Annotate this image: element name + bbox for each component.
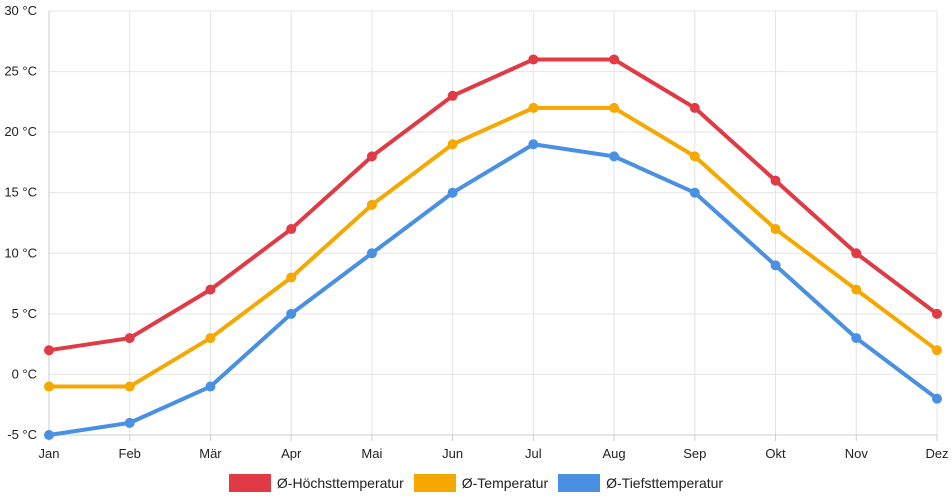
series-line [47, 142, 939, 437]
series-line [47, 57, 939, 353]
data-point[interactable] [609, 54, 620, 65]
data-point[interactable] [609, 102, 620, 113]
data-point[interactable] [528, 54, 539, 65]
x-tick-label: Aug [603, 446, 626, 461]
data-point[interactable] [286, 272, 297, 283]
x-tick-label: Feb [119, 446, 141, 461]
data-point[interactable] [932, 308, 942, 319]
y-tick-label: -5 °C [7, 427, 37, 442]
x-tick-label: Jul [525, 446, 542, 461]
x-tick-label: Apr [281, 446, 302, 461]
x-tick-label: Mär [199, 446, 222, 461]
data-point[interactable] [528, 102, 539, 113]
line-chart: -5 °C 0 °C 5 °C 10 °C 15 °C 20 °C 25 °C 30 °C J… [4, 3, 949, 461]
data-point[interactable] [366, 151, 377, 162]
y-tick-label: 0 °C [12, 366, 37, 381]
data-point[interactable] [286, 308, 297, 319]
series-3 [44, 139, 942, 440]
data-point[interactable] [689, 187, 700, 198]
data-point[interactable] [44, 345, 54, 356]
x-tick-label: Dez [925, 446, 948, 461]
x-axis: Jan Feb Mär Apr Mai Jun Jul Aug Sep Okt Nov Dez [39, 446, 949, 461]
data-point[interactable] [44, 381, 54, 392]
x-tick-label: Jan [39, 446, 60, 461]
y-tick-label: 10 °C [4, 245, 37, 260]
y-tick-label: 20 °C [4, 124, 37, 139]
x-tick-label: Jun [442, 446, 463, 461]
legend-swatch [558, 474, 601, 492]
data-point[interactable] [205, 284, 216, 295]
data-point[interactable] [124, 381, 135, 392]
data-point[interactable] [124, 417, 135, 428]
data-point[interactable] [447, 90, 458, 101]
y-tick-label: 15 °C [4, 185, 37, 200]
data-point[interactable] [689, 151, 700, 162]
data-point[interactable] [851, 333, 862, 344]
data-point[interactable] [770, 175, 781, 186]
legend-item-2[interactable]: Ø-Temperatur [413, 474, 549, 492]
grid [48, 10, 938, 441]
data-point[interactable] [689, 102, 700, 113]
x-tick-label: Sep [683, 446, 706, 461]
data-point[interactable] [851, 284, 862, 295]
y-tick-label: 30 °C [4, 3, 37, 18]
data-point[interactable] [932, 393, 942, 404]
x-tick-label: Mai [361, 446, 382, 461]
data-point[interactable] [770, 224, 781, 235]
data-point[interactable] [205, 333, 216, 344]
legend-item-3[interactable]: Ø-Tiefsttemperatur [558, 474, 723, 492]
y-axis: -5 °C 0 °C 5 °C 10 °C 15 °C 20 °C 25 °C 30 °C [4, 3, 37, 442]
data-point[interactable] [447, 187, 458, 198]
legend-item-1[interactable]: Ø-Höchsttemperatur [228, 474, 404, 492]
series-2 [44, 102, 942, 392]
legend: Ø-Höchsttemperatur Ø-Temperatur Ø-Tiefstte… [0, 472, 952, 494]
x-tick-label: Okt [765, 446, 786, 461]
y-tick-label: 5 °C [12, 306, 37, 321]
series-line [47, 105, 939, 389]
data-point[interactable] [44, 430, 54, 440]
data-point[interactable] [609, 151, 620, 162]
x-tick-label: Nov [845, 446, 869, 461]
legend-label: Ø-Temperatur [461, 475, 549, 491]
legend-swatch [228, 474, 271, 492]
data-point[interactable] [205, 381, 216, 392]
data-point[interactable] [124, 333, 135, 344]
series-1 [44, 54, 942, 356]
legend-swatch [413, 474, 456, 492]
y-tick-label: 25 °C [4, 64, 37, 79]
data-point[interactable] [286, 224, 297, 235]
data-point[interactable] [366, 199, 377, 210]
data-point[interactable] [932, 345, 942, 356]
data-point[interactable] [851, 248, 862, 259]
legend-label: Ø-Tiefsttemperatur [606, 475, 724, 491]
legend-label: Ø-Höchsttemperatur [276, 475, 404, 491]
series-group [44, 54, 942, 440]
data-point[interactable] [770, 260, 781, 271]
data-point[interactable] [528, 139, 539, 150]
data-point[interactable] [447, 139, 458, 150]
data-point[interactable] [366, 248, 377, 259]
